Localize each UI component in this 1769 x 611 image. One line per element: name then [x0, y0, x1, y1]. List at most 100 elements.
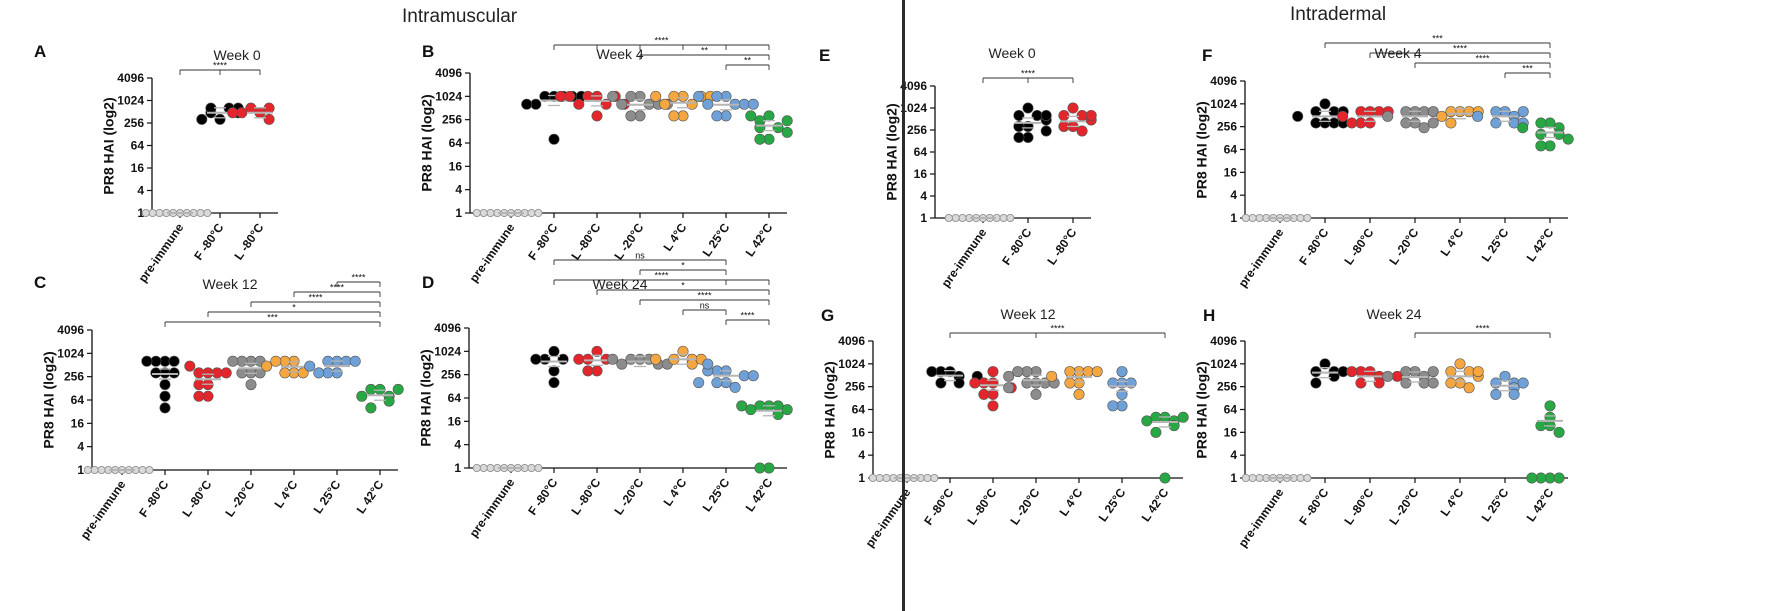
data-point	[527, 208, 536, 217]
y-tick-label: 256	[64, 370, 84, 384]
y-tick-label: 256	[1217, 380, 1237, 394]
y-tick-label: 16	[852, 425, 866, 439]
y-tick-label: 4	[1230, 448, 1237, 462]
x-tick-label-l-4c: L 4°C	[1437, 225, 1466, 258]
data-point	[193, 367, 205, 379]
data-point	[677, 345, 689, 357]
data-point	[148, 208, 157, 217]
series-l-42c	[745, 110, 793, 145]
y-tick-label: 256	[1217, 120, 1237, 134]
significance-bracket: ns	[553, 251, 727, 265]
series-l-20c	[607, 353, 673, 370]
x-tick-label-pre-immune: pre-immune	[136, 220, 187, 285]
x-tick-label-l-42c: L 42°C	[1524, 225, 1557, 264]
data-point	[279, 367, 291, 379]
data-point	[349, 355, 361, 367]
data-point	[486, 463, 495, 472]
data-point	[591, 345, 603, 357]
data-point	[392, 383, 404, 395]
data-point	[1427, 377, 1439, 389]
y-tick-label: 16	[131, 161, 145, 175]
significance-label: **	[744, 56, 752, 66]
x-tick-label-l-25c: L 25°C	[311, 477, 344, 516]
y-tick-label: 4096	[1210, 334, 1237, 348]
data-point	[214, 113, 226, 125]
data-point	[1150, 426, 1162, 438]
x-tick-label-pre-immune: pre-immune	[1236, 485, 1287, 550]
series-l-20c	[1382, 366, 1439, 389]
data-point	[1418, 122, 1430, 134]
series-l-42c	[736, 400, 793, 474]
y-tick-label: 4	[454, 438, 461, 452]
data-point	[1030, 388, 1042, 400]
significance-bracket: ***	[1504, 64, 1551, 78]
y-tick-label: 1024	[1210, 97, 1237, 111]
data-point	[930, 473, 939, 482]
section-title-intradermal: Intradermal	[1290, 4, 1387, 25]
y-tick-label: 64	[448, 391, 462, 405]
section-title-intramuscular: Intramuscular	[402, 6, 518, 27]
significance-bracket: **	[639, 46, 770, 60]
data-point	[356, 390, 368, 402]
data-point	[196, 208, 205, 217]
data-point	[1535, 140, 1547, 152]
x-tick-label-l-80c: L -80°C	[568, 475, 603, 517]
y-tick-label: 1	[137, 206, 144, 220]
x-tick-label-l-20c: L -20°C	[1386, 485, 1421, 527]
series-l-80c	[555, 90, 630, 122]
y-tick-label: 1	[454, 461, 461, 475]
y-axis-label-g: PR8 HAI (log2)	[821, 360, 838, 459]
data-point	[745, 110, 757, 122]
x-tick-label-l-80c: L -80°C	[1044, 225, 1079, 267]
x-tick-label-f-80c: F -80°C	[525, 475, 560, 517]
data-point	[1346, 117, 1358, 129]
significance-label: ***	[1522, 64, 1533, 74]
y-tick-label: 1	[1230, 211, 1237, 225]
data-point	[1255, 213, 1264, 222]
data-point	[702, 358, 714, 370]
series-l-4c	[1445, 358, 1484, 394]
series-pre-immune	[472, 463, 543, 472]
significance-label: ****	[308, 293, 323, 303]
panel-e: 1 4 16 64 256 1024 4096 pre-immune F -80°C L -80°…	[900, 69, 1097, 290]
series-l-4c	[261, 355, 309, 379]
data-point	[711, 110, 723, 122]
series-l-80c	[184, 360, 232, 402]
y-tick-label: 16	[914, 167, 928, 181]
significance-label: ****	[654, 271, 669, 281]
y-tick-label: 64	[449, 136, 463, 150]
y-axis-label-e: PR8 HAI (log2)	[883, 103, 900, 201]
significance-label: ****	[351, 273, 366, 283]
data-point	[944, 213, 953, 222]
data-point	[1241, 473, 1250, 482]
data-point	[1168, 420, 1180, 432]
x-tick-label-f-80c: F -80°C	[525, 220, 560, 262]
data-point	[159, 390, 171, 402]
series-l-20c	[1382, 106, 1439, 134]
x-tick-label-l-42c: L 42°C	[743, 475, 776, 514]
data-point	[1073, 388, 1085, 400]
data-point	[1508, 388, 1520, 400]
data-point	[270, 355, 282, 367]
data-point	[1296, 213, 1305, 222]
data-point	[693, 90, 705, 102]
data-point	[736, 400, 748, 412]
y-tick-label: 4096	[900, 79, 927, 93]
y-tick-label: 256	[441, 368, 461, 382]
data-point	[486, 208, 495, 217]
y-tick-label: 4	[858, 448, 865, 462]
significance-bracket: ****	[949, 324, 1166, 338]
series-f-80c	[521, 90, 587, 145]
x-tick-label-f-80c: F -80°C	[191, 220, 226, 262]
data-point	[530, 353, 542, 365]
significance-label: ****	[654, 36, 669, 46]
panel-g: 1 4 16 64 256 1024 4096 pre-immune F -80°C L -80°…	[838, 324, 1189, 550]
series-l-25c	[1472, 106, 1529, 129]
data-point	[555, 90, 567, 102]
x-tick-label-pre-immune: pre-immune	[863, 485, 914, 550]
data-point	[659, 98, 671, 110]
x-tick-label-l-4c: L 4°C	[1437, 485, 1466, 518]
data-point	[625, 353, 637, 365]
data-point	[1003, 382, 1015, 394]
panel-h: 1 4 16 64 256 1024 4096 pre-immune F -80°C L -80°…	[1210, 324, 1568, 550]
